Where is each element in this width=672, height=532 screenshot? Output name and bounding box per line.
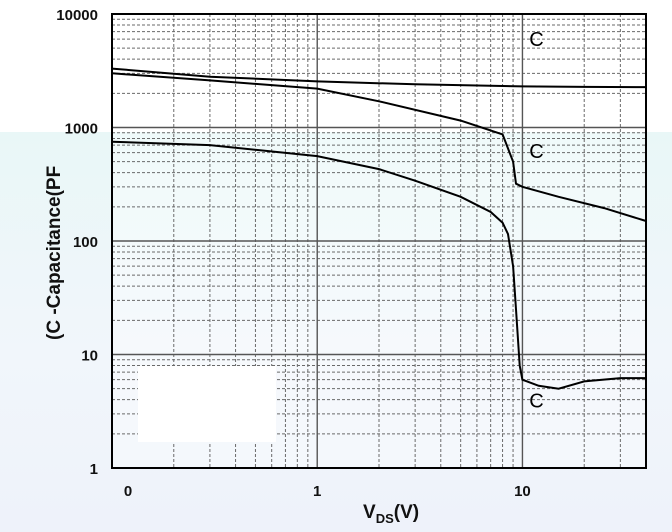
y-axis-label: (C -Capacitance(PF [44, 166, 65, 340]
plot-frame [111, 13, 647, 469]
capacitance-curve [111, 67, 647, 89]
x-axis-label: VDS(V) [363, 502, 419, 526]
x-tick-label: 1 [313, 483, 321, 500]
curve-label: C [529, 391, 543, 413]
legend-box [138, 366, 276, 442]
capacitance-curve [111, 72, 647, 222]
y-tick-label: 10000 [56, 7, 98, 24]
tick-labels: 0 1 10 1 10 100 1000 10000 [56, 7, 531, 500]
x-tick-label: 0 [124, 483, 132, 500]
capacitance-curve [111, 140, 646, 390]
y-tick-label: 10 [81, 348, 98, 365]
curve-label: C [529, 141, 543, 163]
curves [111, 67, 647, 390]
curve-labels: C C C [529, 29, 543, 412]
y-tick-label: 100 [73, 234, 98, 251]
curve-label: C [529, 29, 543, 51]
y-tick-label: 1 [90, 461, 98, 478]
x-tick-label: 10 [514, 483, 531, 500]
y-tick-label: 1000 [65, 121, 98, 138]
